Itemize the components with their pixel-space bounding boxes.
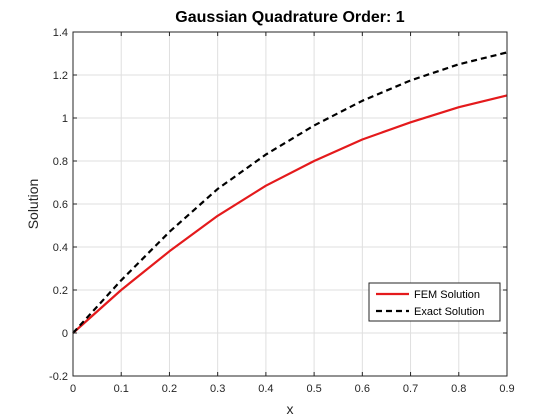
x-tick-label: 0.1 [114,383,129,395]
y-tick-label: 0 [62,328,68,340]
axis-ticks: 0 0.1 0.2 0.3 0.4 0.5 0.6 0.7 0.8 0.9-0.200.20.40… [49,27,515,395]
x-tick-label: 0.9 [499,383,514,395]
y-tick-label: 1 [62,113,68,125]
y-axis-label: Solution [25,179,41,230]
legend-label: Exact Solution [414,306,484,318]
x-tick-label: 0.8 [451,383,466,395]
x-tick-label: 0.6 [355,383,370,395]
x-tick-label: 0.5 [306,383,321,395]
series-lines [72,51,508,334]
x-tick-label: 0 [70,383,76,395]
x-tick-label: 0.2 [162,383,177,395]
chart-title: Gaussian Quadrature Order: 1 [175,9,405,26]
series-line [72,94,508,334]
x-tick-label: 0.3 [210,383,225,395]
legend: FEM Solution Exact Solution [368,282,501,322]
y-tick-label: -0.2 [49,371,68,383]
y-tick-label: 1.4 [53,27,68,39]
legend-box [368,282,501,322]
x-tick-label: 0.7 [403,383,418,395]
y-tick-label: 0.6 [53,199,68,211]
y-tick-label: 1.2 [53,70,68,82]
y-tick-label: 0.4 [53,242,68,254]
legend-label: FEM Solution [414,289,480,301]
x-tick-label: 0.4 [258,383,273,395]
x-axis-label: x [287,401,294,417]
series-line [72,51,508,334]
y-tick-label: 0.8 [53,156,68,168]
y-tick-label: 0.2 [53,285,68,297]
